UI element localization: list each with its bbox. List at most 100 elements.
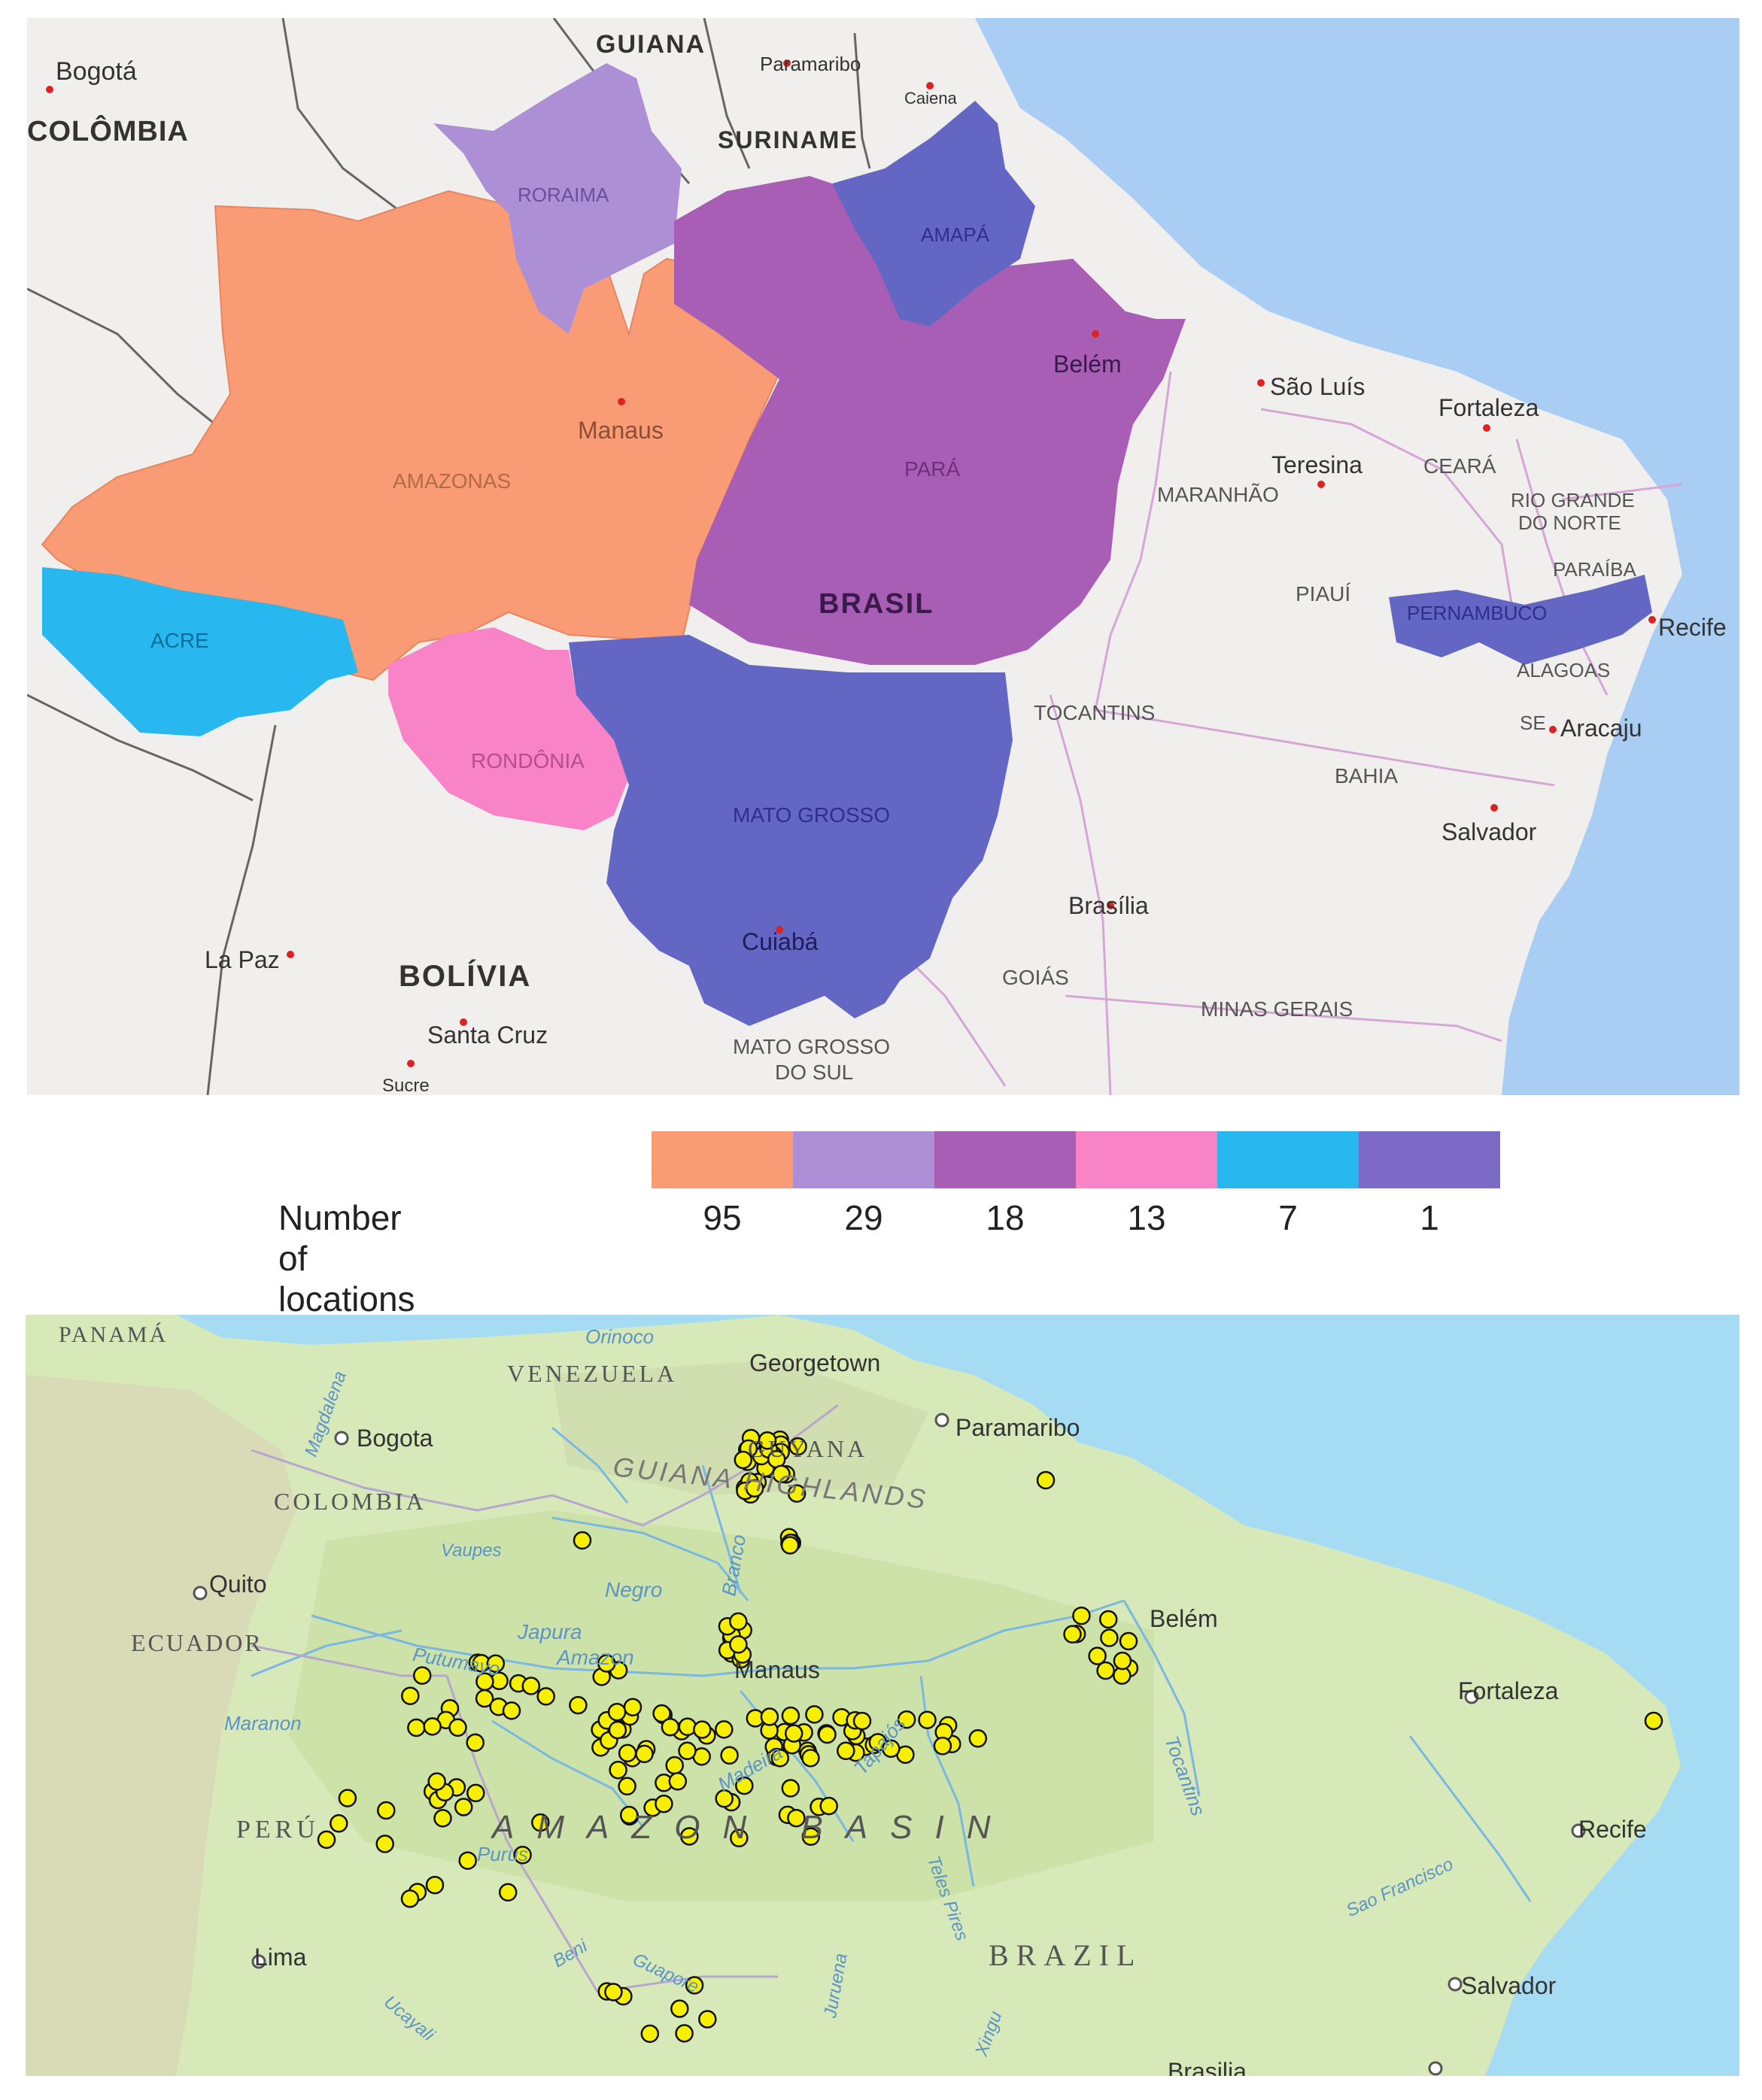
location-marker bbox=[375, 1834, 394, 1853]
city-marker bbox=[1464, 1689, 1479, 1704]
location-marker bbox=[788, 1437, 807, 1456]
state-label-tocantins: TOCANTINS bbox=[1034, 701, 1156, 724]
river-label-orinoco: Orinoco bbox=[585, 1325, 655, 1348]
state-label-piaui: PIAUÍ bbox=[1296, 582, 1351, 605]
locations-map: PANAMÁ VENEZUELA COLOMBIA ECUADOR PERÚ G… bbox=[26, 1315, 1739, 2076]
location-marker bbox=[655, 1794, 673, 1813]
city-marker bbox=[1448, 1977, 1463, 1992]
location-marker bbox=[597, 1654, 616, 1673]
city-label-sao-luis: São Luís bbox=[1270, 373, 1366, 400]
city-label-la-paz: La Paz bbox=[205, 946, 280, 973]
state-label-rio-grande-do-norte-2: DO NORTE bbox=[1518, 511, 1621, 534]
location-marker bbox=[604, 1983, 623, 2001]
region-label-amazon-basin: AMAZON BASIN bbox=[492, 1809, 1013, 1846]
location-marker bbox=[454, 1798, 473, 1816]
location-marker bbox=[781, 1779, 800, 1798]
state-label-pernambuco: PERNAMBUCO bbox=[1407, 602, 1548, 624]
state-mato-grosso bbox=[569, 635, 1013, 1026]
country-label-colombia: COLOMBIA bbox=[274, 1488, 427, 1515]
state-label-mato-grosso-do-sul-1: MATO GROSSO bbox=[733, 1035, 890, 1058]
location-marker bbox=[1088, 1646, 1107, 1665]
country-label-guyana: GUYANA bbox=[748, 1435, 868, 1462]
location-marker bbox=[968, 1729, 988, 1748]
location-marker bbox=[715, 1789, 734, 1808]
location-marker bbox=[618, 1743, 637, 1763]
location-marker bbox=[608, 1720, 627, 1740]
state-para bbox=[674, 176, 1186, 665]
location-marker bbox=[781, 1706, 800, 1725]
river-label-maranon: Maranon bbox=[224, 1712, 302, 1734]
location-marker bbox=[1113, 1651, 1132, 1671]
location-marker bbox=[801, 1827, 821, 1847]
legend-swatch-29 bbox=[793, 1131, 934, 1188]
state-label-mato-grosso: MATO GROSSO bbox=[733, 803, 890, 827]
location-marker bbox=[784, 1724, 804, 1743]
location-marker bbox=[675, 2024, 694, 2043]
location-marker bbox=[400, 1889, 420, 1908]
river-label-negro: Negro bbox=[605, 1578, 663, 1601]
river-label-japura: Japura bbox=[518, 1620, 582, 1643]
location-marker bbox=[521, 1677, 541, 1695]
location-marker bbox=[448, 1718, 467, 1737]
location-marker bbox=[498, 1883, 518, 1902]
state-label-ceara: CEARÁ bbox=[1423, 454, 1496, 478]
city-label-georgetown: Georgetown bbox=[749, 1349, 881, 1376]
city-label-lima: Lima bbox=[254, 1944, 307, 1971]
location-marker bbox=[758, 1431, 777, 1450]
legend-swatch-1 bbox=[1359, 1131, 1500, 1188]
location-marker bbox=[569, 1695, 588, 1715]
location-marker bbox=[423, 1717, 442, 1736]
location-marker bbox=[317, 1830, 336, 1850]
location-marker bbox=[1100, 1628, 1119, 1647]
location-marker bbox=[1036, 1470, 1056, 1490]
choropleth-map: GUIANA COLÔMBIA SURINAME BRASIL BOLÍVIA … bbox=[27, 18, 1739, 1095]
location-marker bbox=[670, 1999, 689, 2018]
location-marker bbox=[698, 2010, 717, 2029]
country-label-suriname: SURINAME bbox=[718, 126, 858, 153]
location-marker bbox=[619, 1805, 639, 1825]
location-marker bbox=[729, 1612, 748, 1631]
location-marker bbox=[433, 1809, 452, 1828]
location-marker bbox=[425, 1875, 445, 1895]
location-marker bbox=[729, 1635, 748, 1654]
location-marker bbox=[531, 1813, 550, 1832]
city-label-sucre: Sucre bbox=[382, 1076, 430, 1095]
state-label-rio-grande-do-norte-1: RIO GRANDE bbox=[1511, 489, 1635, 511]
legend-title: Number of locations bbox=[278, 1198, 415, 1319]
state-acre bbox=[42, 567, 358, 736]
city-label-recife: Recife bbox=[1578, 1816, 1647, 1843]
location-marker bbox=[818, 1725, 837, 1744]
location-marker bbox=[407, 1718, 426, 1737]
location-marker bbox=[745, 1479, 764, 1498]
location-marker bbox=[1119, 1631, 1138, 1651]
location-marker bbox=[1072, 1606, 1091, 1625]
location-marker bbox=[618, 1777, 636, 1796]
city-label-belem: Belém bbox=[1150, 1605, 1218, 1632]
legend-value-13: 13 bbox=[1127, 1198, 1166, 1237]
location-marker bbox=[770, 1749, 790, 1768]
country-label-venezuela: VENEZUELA bbox=[507, 1360, 678, 1387]
location-marker bbox=[734, 1450, 753, 1470]
state-label-rondonia: RONDÔNIA bbox=[471, 749, 585, 772]
state-label-amazonas: AMAZONAS bbox=[393, 469, 512, 493]
city-label-aracaju: Aracaju bbox=[1560, 715, 1642, 742]
location-marker bbox=[918, 1710, 937, 1729]
city-label-teresina: Teresina bbox=[1271, 451, 1363, 478]
location-marker bbox=[852, 1711, 872, 1731]
location-marker bbox=[882, 1739, 901, 1759]
location-marker bbox=[787, 1484, 807, 1503]
location-marker bbox=[330, 1814, 348, 1833]
city-label-brasilia: Brasília bbox=[1068, 892, 1149, 919]
state-label-paraiba: PARAÍBA bbox=[1553, 558, 1636, 581]
location-markers bbox=[317, 1428, 1663, 2044]
location-marker bbox=[715, 1720, 734, 1739]
country-label-brazil: BRAZIL bbox=[989, 1938, 1143, 1972]
location-marker bbox=[805, 1705, 824, 1724]
state-label-minas-gerais: MINAS GERAIS bbox=[1201, 997, 1353, 1021]
legend-value-29: 29 bbox=[844, 1198, 883, 1237]
location-marker bbox=[668, 1772, 688, 1791]
city-label-paramaribo: Paramaribo bbox=[760, 53, 861, 75]
state-rondonia bbox=[388, 627, 629, 830]
location-marker bbox=[652, 1704, 671, 1723]
city-dots bbox=[46, 59, 1656, 1067]
